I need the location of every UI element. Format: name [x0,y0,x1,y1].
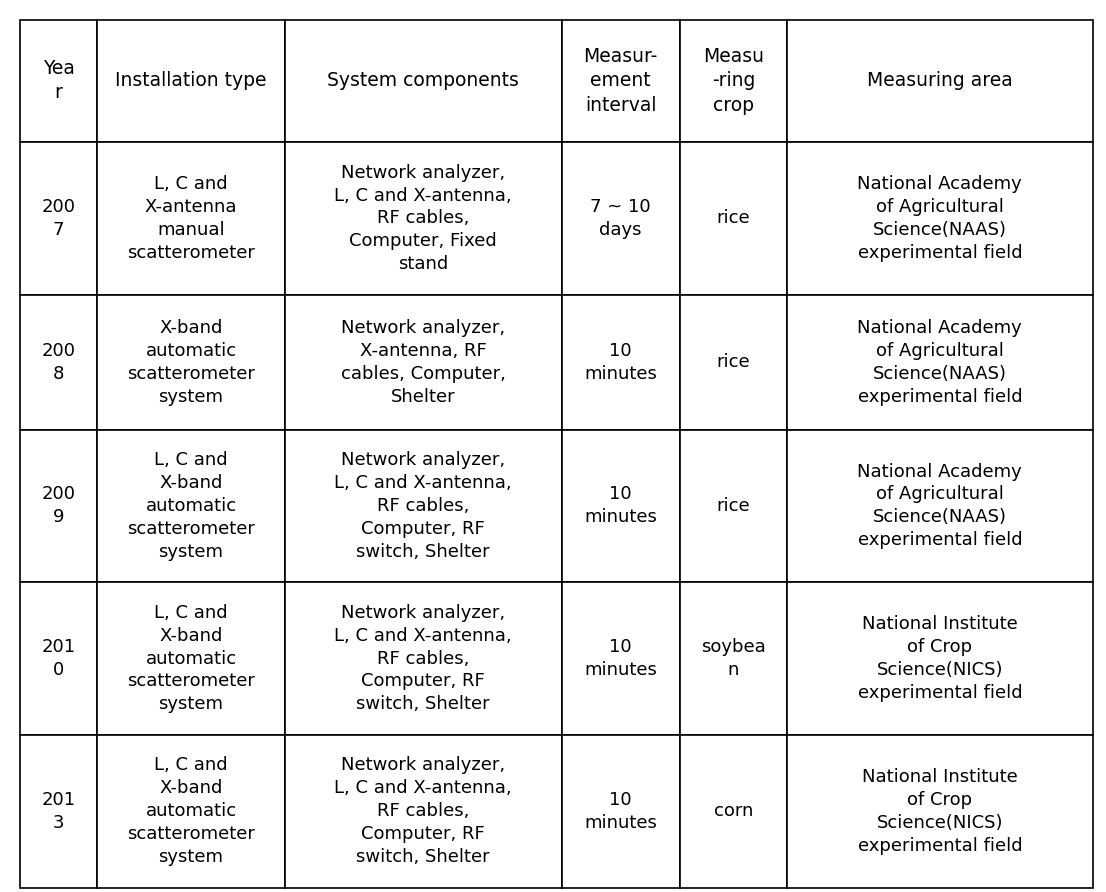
Bar [285,294,562,430]
Bar [97,735,285,888]
Bar [680,430,787,582]
Text: Measur-
ement
interval: Measur- ement interval [584,47,658,114]
Text: National Academy
of Agricultural
Science(NAAS)
experimental field: National Academy of Agricultural Science… [857,318,1022,406]
Text: 7 ~ 10
days: 7 ~ 10 days [591,198,651,239]
Text: L, C and
X-band
automatic
scatterometer
system: L, C and X-band automatic scatterometer … [127,451,255,561]
Bar [20,430,97,582]
Bar [20,582,97,735]
Bar [680,582,787,735]
Bar [97,582,285,735]
Bar [285,735,562,888]
Text: 201
3: 201 3 [41,791,75,831]
Bar [97,20,285,142]
Text: rice: rice [717,497,750,515]
Text: rice: rice [717,210,750,227]
Text: soybea
n: soybea n [701,638,765,679]
Bar [787,294,1093,430]
Bar [285,142,562,294]
Bar [787,582,1093,735]
Text: Network analyzer,
L, C and X-antenna,
RF cables,
Computer, RF
switch, Shelter: Network analyzer, L, C and X-antenna, RF… [334,756,512,866]
Bar [20,20,97,142]
Text: 10
minutes: 10 minutes [584,342,657,383]
Text: 10
minutes: 10 minutes [584,791,657,831]
Bar [787,142,1093,294]
Bar [20,142,97,294]
Text: System components: System components [327,71,519,90]
Text: L, C and
X-band
automatic
scatterometer
system: L, C and X-band automatic scatterometer … [127,756,255,866]
Text: rice: rice [717,353,750,371]
Bar [680,142,787,294]
Bar [562,430,680,582]
Text: National Academy
of Agricultural
Science(NAAS)
experimental field: National Academy of Agricultural Science… [857,463,1022,549]
Text: Installation type: Installation type [115,71,267,90]
Bar [562,582,680,735]
Bar [562,142,680,294]
Bar [97,294,285,430]
Text: 200
9: 200 9 [42,485,75,526]
Bar [787,430,1093,582]
Bar [787,20,1093,142]
Bar [680,294,787,430]
Text: Network analyzer,
L, C and X-antenna,
RF cables,
Computer, RF
switch, Shelter: Network analyzer, L, C and X-antenna, RF… [334,604,512,714]
Text: National Institute
of Crop
Science(NICS)
experimental field: National Institute of Crop Science(NICS)… [857,768,1022,855]
Text: 200
7: 200 7 [42,198,75,239]
Bar [680,20,787,142]
Bar [285,582,562,735]
Bar [20,294,97,430]
Text: Network analyzer,
X-antenna, RF
cables, Computer,
Shelter: Network analyzer, X-antenna, RF cables, … [341,318,505,406]
Text: X-band
automatic
scatterometer
system: X-band automatic scatterometer system [127,318,255,406]
Text: Network analyzer,
L, C and X-antenna,
RF cables,
Computer, Fixed
stand: Network analyzer, L, C and X-antenna, RF… [334,163,512,273]
Text: Network analyzer,
L, C and X-antenna,
RF cables,
Computer, RF
switch, Shelter: Network analyzer, L, C and X-antenna, RF… [334,451,512,561]
Text: 200
8: 200 8 [42,342,75,383]
Bar [787,735,1093,888]
Bar [285,20,562,142]
Bar [562,20,680,142]
Text: L, C and
X-antenna
manual
scatterometer: L, C and X-antenna manual scatterometer [127,175,255,261]
Bar [562,735,680,888]
Text: Measu
-ring
crop: Measu -ring crop [702,47,764,114]
Bar [680,735,787,888]
Text: Measuring area: Measuring area [867,71,1013,90]
Bar [97,142,285,294]
Bar [562,294,680,430]
Text: Yea
r: Yea r [43,59,74,103]
Text: 10
minutes: 10 minutes [584,485,657,526]
Bar [285,430,562,582]
Text: National Institute
of Crop
Science(NICS)
experimental field: National Institute of Crop Science(NICS)… [857,615,1022,702]
Text: 10
minutes: 10 minutes [584,638,657,679]
Text: National Academy
of Agricultural
Science(NAAS)
experimental field: National Academy of Agricultural Science… [857,175,1022,261]
Text: L, C and
X-band
automatic
scatterometer
system: L, C and X-band automatic scatterometer … [127,604,255,714]
Bar [20,735,97,888]
Text: 201
0: 201 0 [41,638,75,679]
Text: corn: corn [713,802,753,821]
Bar [97,430,285,582]
